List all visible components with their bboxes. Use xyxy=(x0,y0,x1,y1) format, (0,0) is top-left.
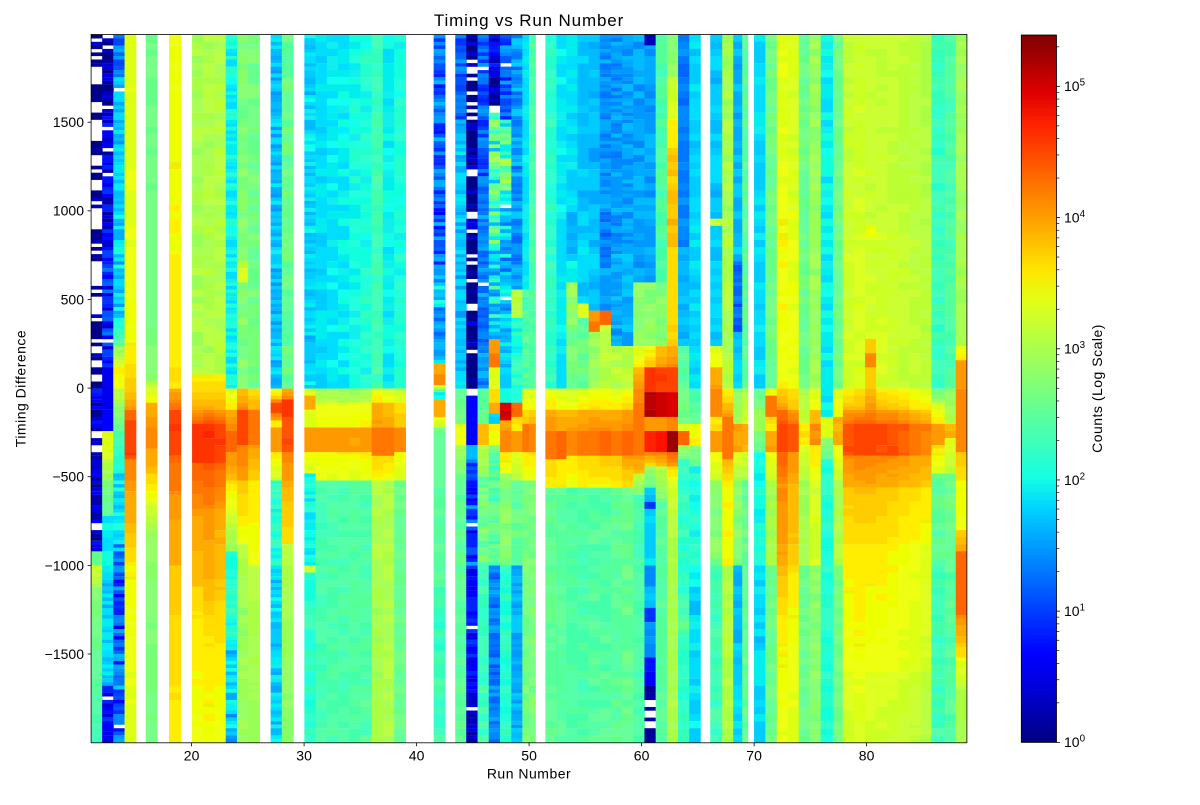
svg-text:Run Number: Run Number xyxy=(487,765,571,781)
svg-text:30: 30 xyxy=(296,748,312,764)
svg-text:1000: 1000 xyxy=(53,203,84,219)
svg-text:Counts (Log Scale): Counts (Log Scale) xyxy=(1089,324,1105,453)
svg-text:−1500: −1500 xyxy=(45,646,85,662)
svg-text:70: 70 xyxy=(746,748,762,764)
svg-text:500: 500 xyxy=(61,291,85,307)
svg-text:Timing vs Run Number: Timing vs Run Number xyxy=(434,11,624,30)
svg-text:−500: −500 xyxy=(52,469,84,485)
svg-text:0: 0 xyxy=(76,380,84,396)
svg-text:50: 50 xyxy=(521,748,537,764)
svg-text:Timing Difference: Timing Difference xyxy=(13,330,29,447)
svg-text:60: 60 xyxy=(634,748,650,764)
svg-text:80: 80 xyxy=(859,748,875,764)
svg-text:−1000: −1000 xyxy=(45,557,85,573)
svg-text:20: 20 xyxy=(184,748,200,764)
svg-text:40: 40 xyxy=(409,748,425,764)
svg-text:1500: 1500 xyxy=(53,114,84,130)
